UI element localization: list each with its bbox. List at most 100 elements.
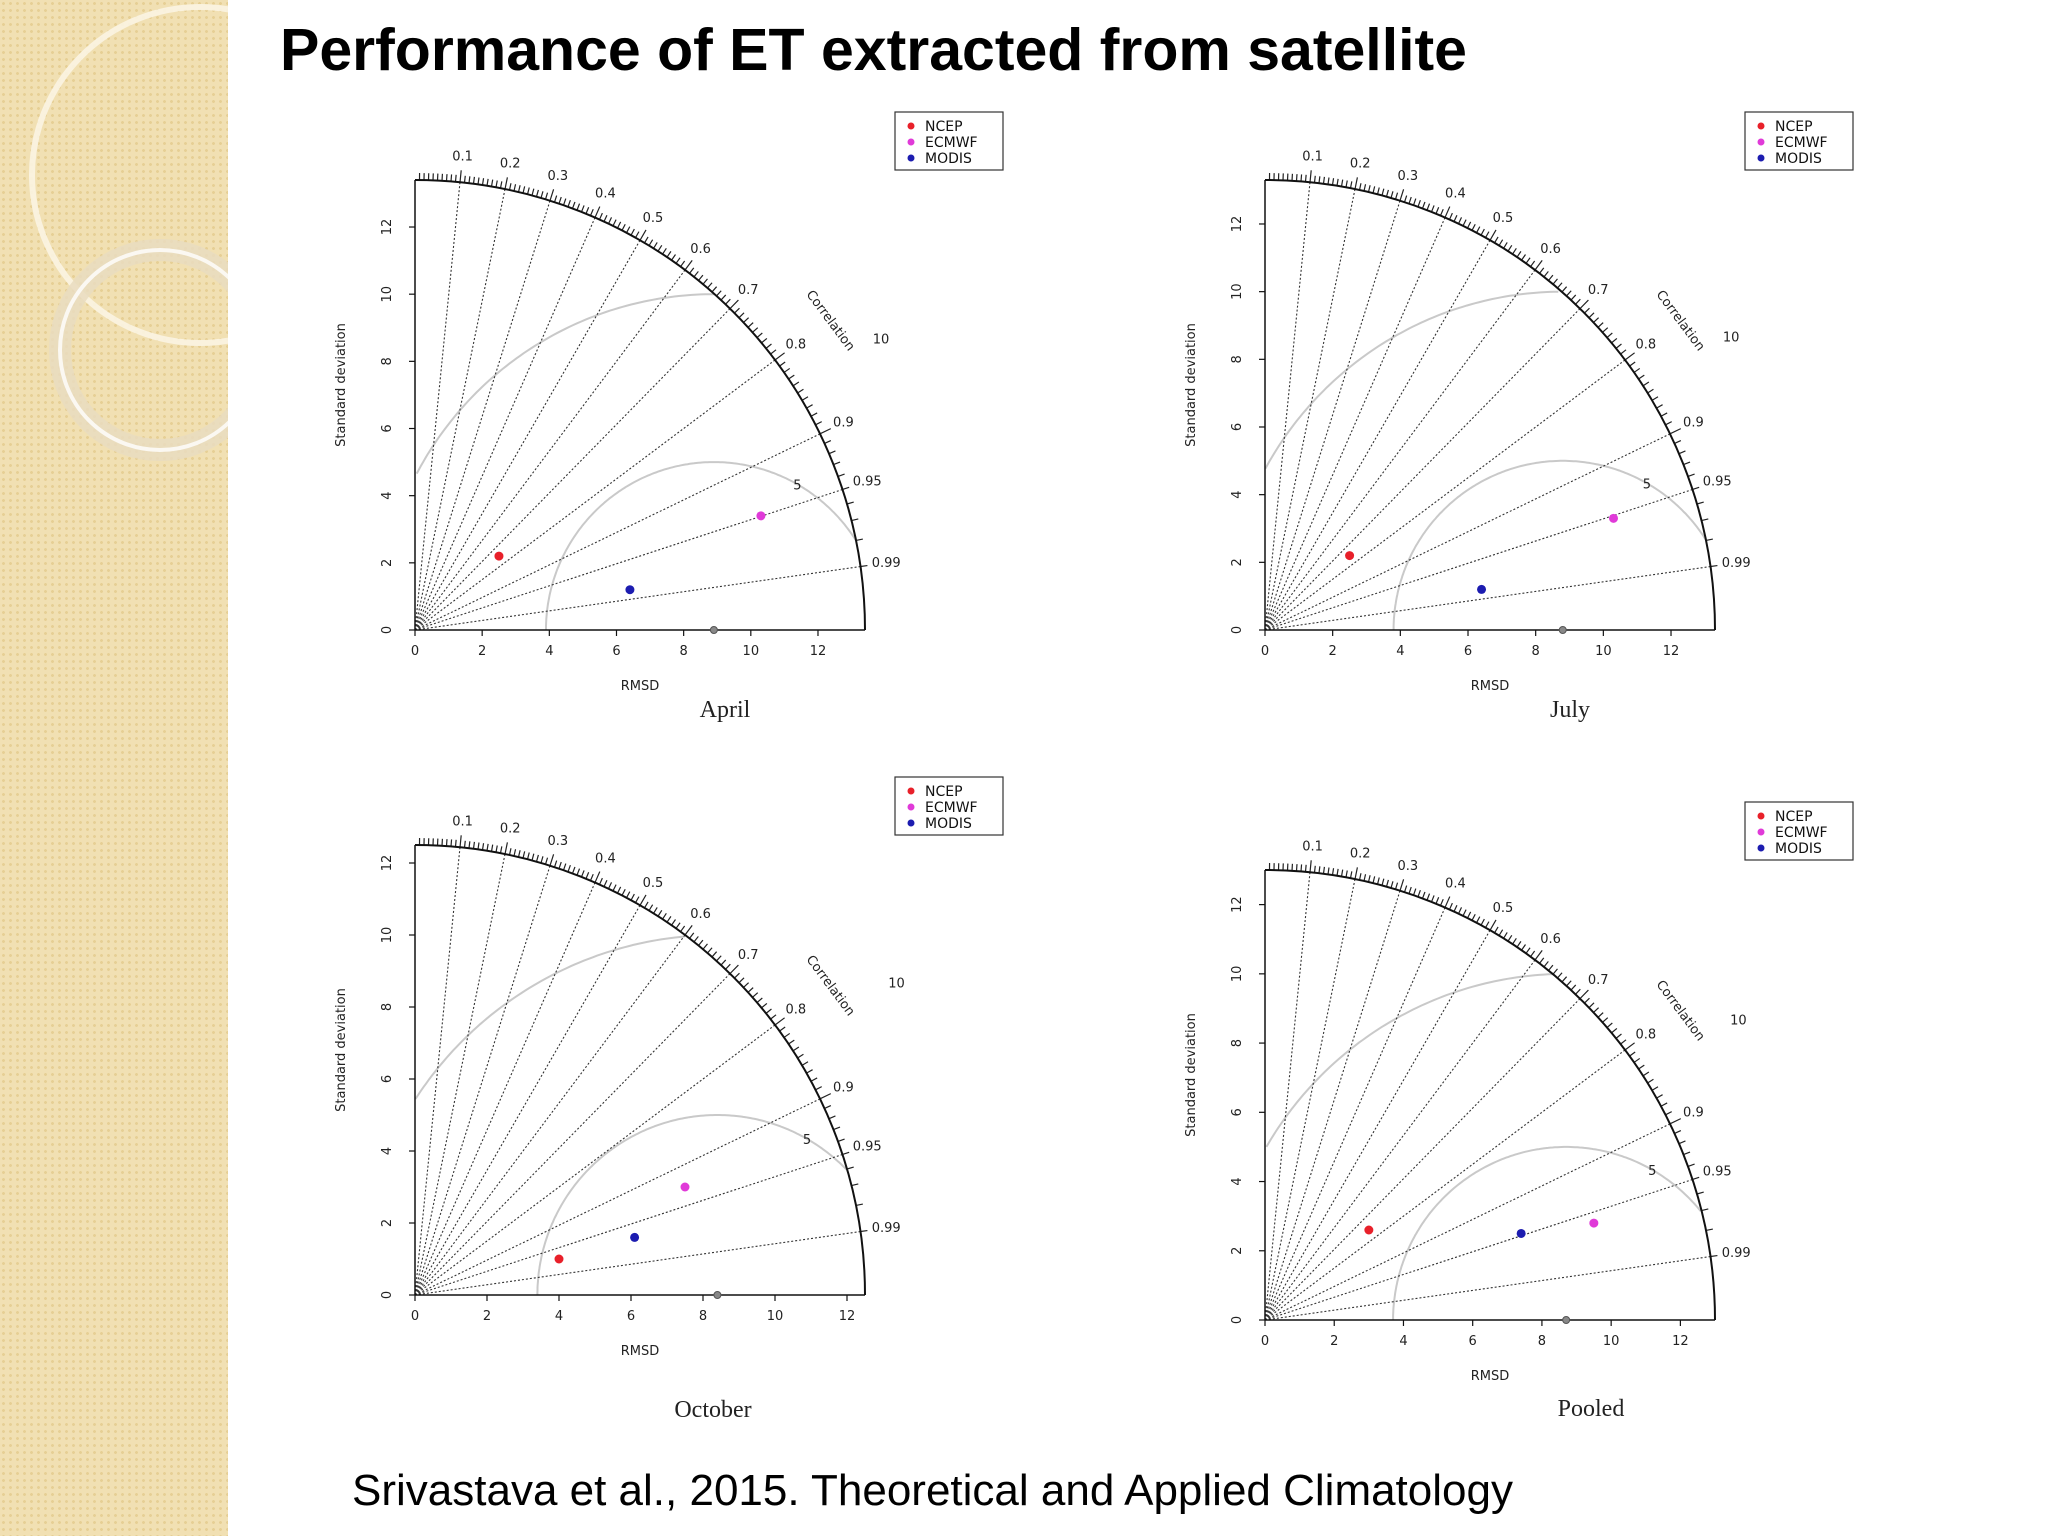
arc-tick [855, 1203, 863, 1207]
arc-tick [684, 925, 693, 936]
arc-tick [855, 538, 863, 542]
correlation-tick-label: 0.8 [785, 1002, 806, 1017]
x-axis-label: RMSD [621, 1344, 660, 1359]
arc-tick [851, 1183, 859, 1187]
correlation-tick-label: 0.2 [500, 157, 521, 172]
correlation-tick-label: 0.7 [1588, 973, 1609, 988]
arc-tick [1502, 242, 1508, 249]
arc-tick [585, 872, 590, 879]
arc-tick [833, 461, 841, 466]
arc-tick [1381, 878, 1385, 886]
large-ring [29, 4, 228, 346]
x-tick-label: 6 [612, 644, 620, 659]
correlation-ray [414, 905, 641, 1296]
arc-tick [1471, 223, 1476, 231]
arc-tick [472, 841, 476, 849]
arc-tick [621, 888, 626, 896]
arc-tick [770, 349, 777, 355]
x-tick-label: 8 [1538, 1334, 1546, 1349]
legend-marker-ncep [907, 122, 915, 130]
correlation-tick-label: 0.1 [452, 814, 473, 829]
arc-tick [1354, 867, 1358, 880]
x-tick-label: 8 [699, 1309, 707, 1324]
arc-tick [1489, 229, 1497, 241]
arc-tick [490, 179, 494, 187]
arc-tick [1327, 177, 1330, 185]
arc-tick [756, 997, 763, 1003]
arc-tick [657, 910, 663, 917]
correlation-tick-label: 0.2 [1350, 157, 1371, 172]
arc-tick [450, 839, 453, 847]
x-tick-label: 10 [1603, 1334, 1620, 1349]
y-tick-label: 8 [1230, 355, 1245, 363]
arc-tick [833, 1126, 841, 1131]
arc-tick [797, 388, 804, 394]
arc-tick [1453, 905, 1458, 912]
arc-tick [652, 907, 658, 914]
arc-tick [1462, 909, 1467, 917]
arc-tick [648, 239, 654, 246]
correlation-ray [414, 217, 596, 631]
arc-tick [788, 374, 795, 380]
arc-tick [1678, 1140, 1686, 1145]
correlation-ray [414, 359, 776, 631]
correlation-ray [414, 308, 731, 631]
data-point-modis [1516, 1228, 1526, 1238]
arc-tick [675, 922, 681, 929]
arc-tick [1530, 260, 1536, 268]
correlation-arc [1264, 869, 1716, 1321]
rmsd-contour [1392, 459, 1707, 630]
x-tick-label: 0 [1261, 644, 1269, 659]
arc-tick [630, 893, 635, 901]
y-tick-label: 0 [1230, 626, 1245, 634]
correlation-tick-label: 0.1 [452, 149, 473, 164]
correlation-ray [414, 865, 551, 1296]
arc-tick [1453, 215, 1458, 222]
correlation-ray [1264, 998, 1581, 1321]
decorative-sidebar [0, 0, 228, 1536]
arc-tick [1624, 352, 1635, 361]
arc-tick [1331, 868, 1335, 876]
correlation-ray [1264, 959, 1536, 1321]
legend-label-modis: MODIS [925, 151, 972, 167]
arc-tick [1448, 212, 1453, 220]
arc-tick [738, 312, 745, 319]
x-tick-label: 12 [839, 1309, 856, 1324]
arc-tick [481, 843, 485, 851]
arc-tick [797, 1053, 804, 1059]
correlation-tick-label: 0.4 [1445, 877, 1466, 892]
arc-tick [828, 450, 836, 455]
correlation-tick-label: 0.8 [1635, 337, 1656, 352]
arc-tick [634, 896, 640, 904]
arc-tick [1412, 198, 1417, 206]
x-tick-label: 12 [1663, 644, 1680, 659]
arc-tick [1507, 245, 1513, 252]
arc-tick [1611, 337, 1618, 344]
arc-tick [459, 170, 462, 183]
arc-tick [1322, 176, 1326, 184]
arc-tick [535, 854, 539, 862]
arc-tick [743, 982, 750, 988]
legend-label-ecmwf: ECMWF [925, 135, 978, 151]
arc-tick [765, 1008, 772, 1014]
arc-tick [1313, 865, 1316, 873]
arc-tick [1656, 1094, 1663, 1099]
arc-tick [1367, 875, 1371, 883]
y-tick-label: 4 [380, 492, 395, 500]
arc-tick [846, 501, 854, 505]
arc-tick [1570, 294, 1577, 301]
arc-tick [598, 877, 603, 885]
arc-tick [1534, 950, 1543, 961]
arc-tick [1611, 1027, 1618, 1034]
rmsd-contour [1265, 973, 1553, 1148]
arc-tick [1530, 950, 1536, 958]
correlation-ray [1264, 488, 1693, 631]
arc-tick [1498, 929, 1504, 936]
data-point-modis [630, 1232, 640, 1242]
arc-tick [1394, 192, 1399, 200]
arc-tick [490, 844, 494, 852]
arc-tick [1421, 201, 1426, 209]
arc-tick [666, 251, 672, 258]
correlation-tick-label: 0.99 [1722, 556, 1751, 571]
arc-tick [1683, 1151, 1691, 1156]
